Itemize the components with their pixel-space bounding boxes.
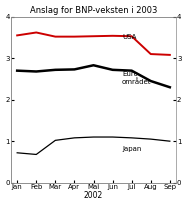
Text: USA: USA — [122, 34, 137, 40]
Title: Anslag for BNP-veksten i 2003: Anslag for BNP-veksten i 2003 — [30, 6, 157, 15]
X-axis label: 2002: 2002 — [84, 191, 103, 200]
Text: Japan: Japan — [122, 146, 142, 152]
Text: Euro-
området: Euro- området — [122, 71, 152, 85]
